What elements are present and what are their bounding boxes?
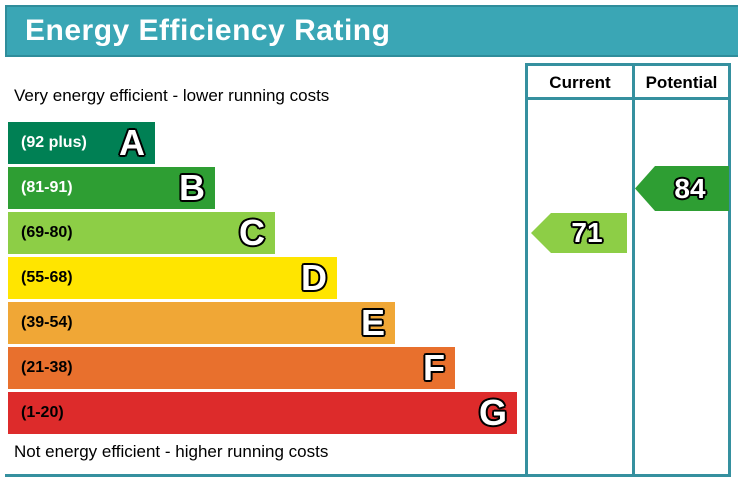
band-g-range-label: (1-20) [21,404,64,421]
rating-bands: (92 plus) A (81-91) B (69-80) C (55-68) … [8,122,517,434]
band-c: (69-80) C [8,212,275,254]
band-b: (81-91) B [8,167,215,209]
potential-column-header: Potential [645,73,718,92]
band-a-letter: A [119,122,145,163]
band-e: (39-54) E [8,302,395,344]
current-column-header: Current [549,73,611,92]
band-g-letter: G [478,392,507,433]
band-c-range-label: (69-80) [21,224,73,241]
band-d-letter: D [301,257,327,298]
band-d: (55-68) D [8,257,337,299]
header-underline [525,97,731,100]
band-a-range-label: (92 plus) [21,134,87,151]
band-f: (21-38) F [8,347,455,389]
potential-rating-value: 84 [674,172,706,204]
potential-column-left-border [632,63,635,477]
chart-title-bar: Energy Efficiency Rating [5,5,738,57]
bottom-note: Not energy efficient - higher running co… [14,442,329,461]
band-f-letter: F [423,347,445,388]
band-b-range-label: (81-91) [21,179,73,196]
band-e-range-label: (39-54) [21,314,73,331]
current-rating-arrow: 71 [531,213,627,253]
potential-rating-arrow: 84 [635,166,729,211]
top-note: Very energy efficient - lower running co… [14,86,330,105]
band-g: (1-20) G [8,392,517,434]
current-rating-value: 71 [571,217,603,248]
chart-title: Energy Efficiency Rating [25,14,391,47]
chart-bottom-border [5,474,731,477]
band-b-letter: B [179,167,205,208]
band-c-letter: C [239,212,265,253]
current-column-left-border [525,63,528,477]
band-e-letter: E [360,302,385,343]
table-top-border [525,63,731,66]
table-right-border [728,63,731,477]
band-f-range-label: (21-38) [21,359,73,376]
band-d-range-label: (55-68) [21,269,73,286]
band-a: (92 plus) A [8,122,155,164]
